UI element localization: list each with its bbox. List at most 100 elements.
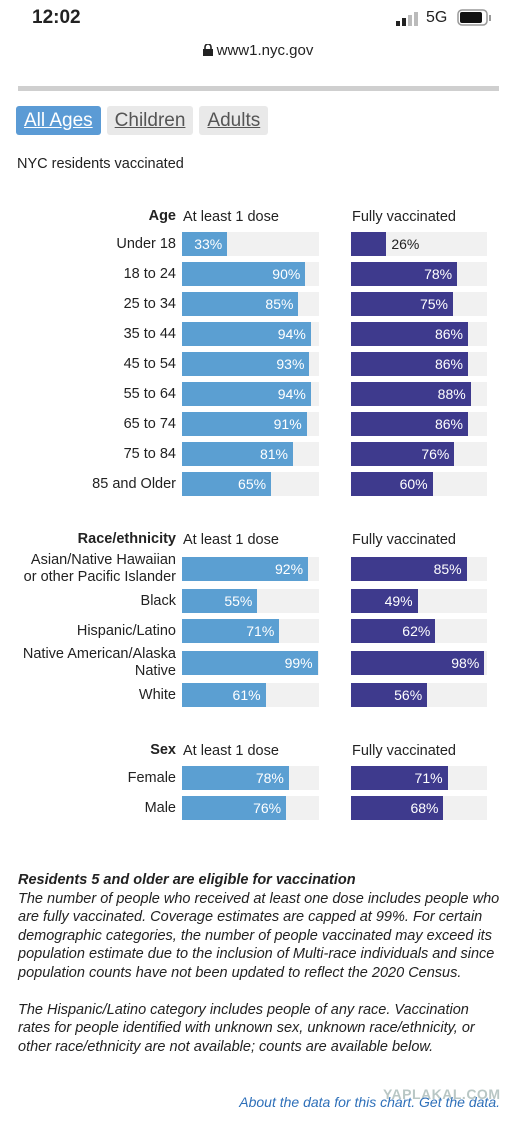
bar <box>182 557 309 581</box>
value-label: 86% <box>434 326 463 342</box>
value-label: 56% <box>394 687 423 703</box>
value-label: 85% <box>265 296 294 312</box>
bar <box>182 796 287 820</box>
bar-cell: 65% <box>182 472 319 496</box>
bar-track: 86% <box>351 352 487 376</box>
bar-cell: 76% <box>351 442 487 466</box>
column-header: Fully vaccinated <box>352 531 456 548</box>
bar-track: 86% <box>351 412 487 436</box>
bar-track: 68% <box>351 796 487 820</box>
column-header: At least 1 dose <box>183 208 279 225</box>
value-label: 68% <box>410 800 439 816</box>
link[interactable]: Get the data. <box>419 1094 500 1110</box>
data-row: Native American/Alaska Native 99% 98% <box>0 646 516 680</box>
value-label: 85% <box>433 561 462 577</box>
bar-cell: 85% <box>351 557 487 581</box>
bar-cell: 75% <box>351 292 487 316</box>
bar-cell: 90% <box>182 262 319 286</box>
category-label: Asian/Native Hawaiian or other Pacific I… <box>23 552 176 585</box>
column-header: Fully vaccinated <box>352 208 456 225</box>
link[interactable]: About the data for this chart. <box>239 1094 416 1110</box>
bar-track: 93% <box>182 352 319 376</box>
bar <box>351 619 436 643</box>
value-label: 91% <box>273 416 302 432</box>
bar-track: 76% <box>351 442 487 466</box>
address-bar[interactable]: www1.nyc.gov <box>0 42 516 59</box>
bar-cell: 62% <box>351 619 487 643</box>
bar-track: 33% <box>182 232 319 256</box>
bar-track: 65% <box>182 472 319 496</box>
tab[interactable]: All Ages <box>16 106 101 135</box>
category-label: Under 18 <box>116 235 176 252</box>
bar-track: 55% <box>182 589 319 613</box>
value-label: 86% <box>434 416 463 432</box>
bar-track: 61% <box>182 683 319 707</box>
status-bar: 12:02 5G <box>0 0 516 40</box>
battery-icon <box>457 9 491 26</box>
value-label: 90% <box>272 266 301 282</box>
bar-track: 91% <box>182 412 319 436</box>
bar-cell: 98% <box>351 651 487 675</box>
bar-cell: 94% <box>182 322 319 346</box>
tab[interactable]: Adults <box>199 106 269 135</box>
section-title: Age <box>148 208 176 224</box>
data-row: 35 to 44 94% 86% <box>0 319 516 349</box>
bar <box>351 651 485 675</box>
data-row: Under 18 33% 26% <box>0 229 516 259</box>
section-title: Race/ethnicity <box>77 531 176 547</box>
value-label: 75% <box>419 296 448 312</box>
data-row: 45 to 54 93% 86% <box>0 349 516 379</box>
value-label: 71% <box>246 623 275 639</box>
bar-cell: 26% <box>351 232 487 256</box>
bar <box>182 683 266 707</box>
data-row: White 61% 56% <box>0 680 516 710</box>
bar <box>351 292 453 316</box>
value-label: 81% <box>259 446 288 462</box>
network: 5G <box>426 9 448 26</box>
bar-cell: 85% <box>182 292 319 316</box>
value-label: 94% <box>277 326 306 342</box>
value-label: 33% <box>194 236 223 252</box>
bar-track: 99% <box>182 651 319 675</box>
column-header: Fully vaccinated <box>352 742 456 759</box>
value-label: 60% <box>399 476 428 492</box>
value-label: 88% <box>437 386 466 402</box>
bar <box>351 557 467 581</box>
bar <box>351 766 448 790</box>
category-label: Male <box>144 799 176 816</box>
bar-track: 26% <box>351 232 487 256</box>
value-label: 78% <box>424 266 453 282</box>
bar-cell: 86% <box>351 412 487 436</box>
bar <box>351 412 468 436</box>
value-label: 26% <box>391 236 420 252</box>
data-row: 75 to 84 81% 76% <box>0 439 516 469</box>
bar <box>351 472 433 496</box>
bar-cell: 88% <box>351 382 487 406</box>
data-row: 55 to 64 94% 88% <box>0 379 516 409</box>
value-label: 55% <box>224 593 253 609</box>
value-label: 62% <box>402 623 431 639</box>
clock: 12:02 <box>32 7 81 28</box>
bar-track: 98% <box>351 651 487 675</box>
bar-cell: 56% <box>351 683 487 707</box>
bar-track: 81% <box>182 442 319 466</box>
divider <box>18 86 499 91</box>
bar <box>182 472 272 496</box>
data-row: Black 55% 49% <box>0 586 516 616</box>
bar <box>182 232 228 256</box>
tab[interactable]: Children <box>106 106 194 135</box>
bar-cell: 92% <box>182 557 319 581</box>
bar-cell: 68% <box>351 796 487 820</box>
bar-track: 92% <box>182 557 319 581</box>
bar-cell: 99% <box>182 651 319 675</box>
chart-section: Sex At least 1 dose Fully vaccinated Female… <box>0 738 516 823</box>
bar <box>351 352 468 376</box>
header-row: Race/ethnicity At least 1 dose Fully vacci… <box>0 527 516 552</box>
notes-heading: Residents 5 and older are eligible for v… <box>18 872 356 888</box>
value-label: 86% <box>434 356 463 372</box>
bar-track: 49% <box>351 589 487 613</box>
value-label: 93% <box>276 356 305 372</box>
bar <box>182 412 307 436</box>
value-label: 76% <box>253 800 282 816</box>
bar-track: 85% <box>182 292 319 316</box>
